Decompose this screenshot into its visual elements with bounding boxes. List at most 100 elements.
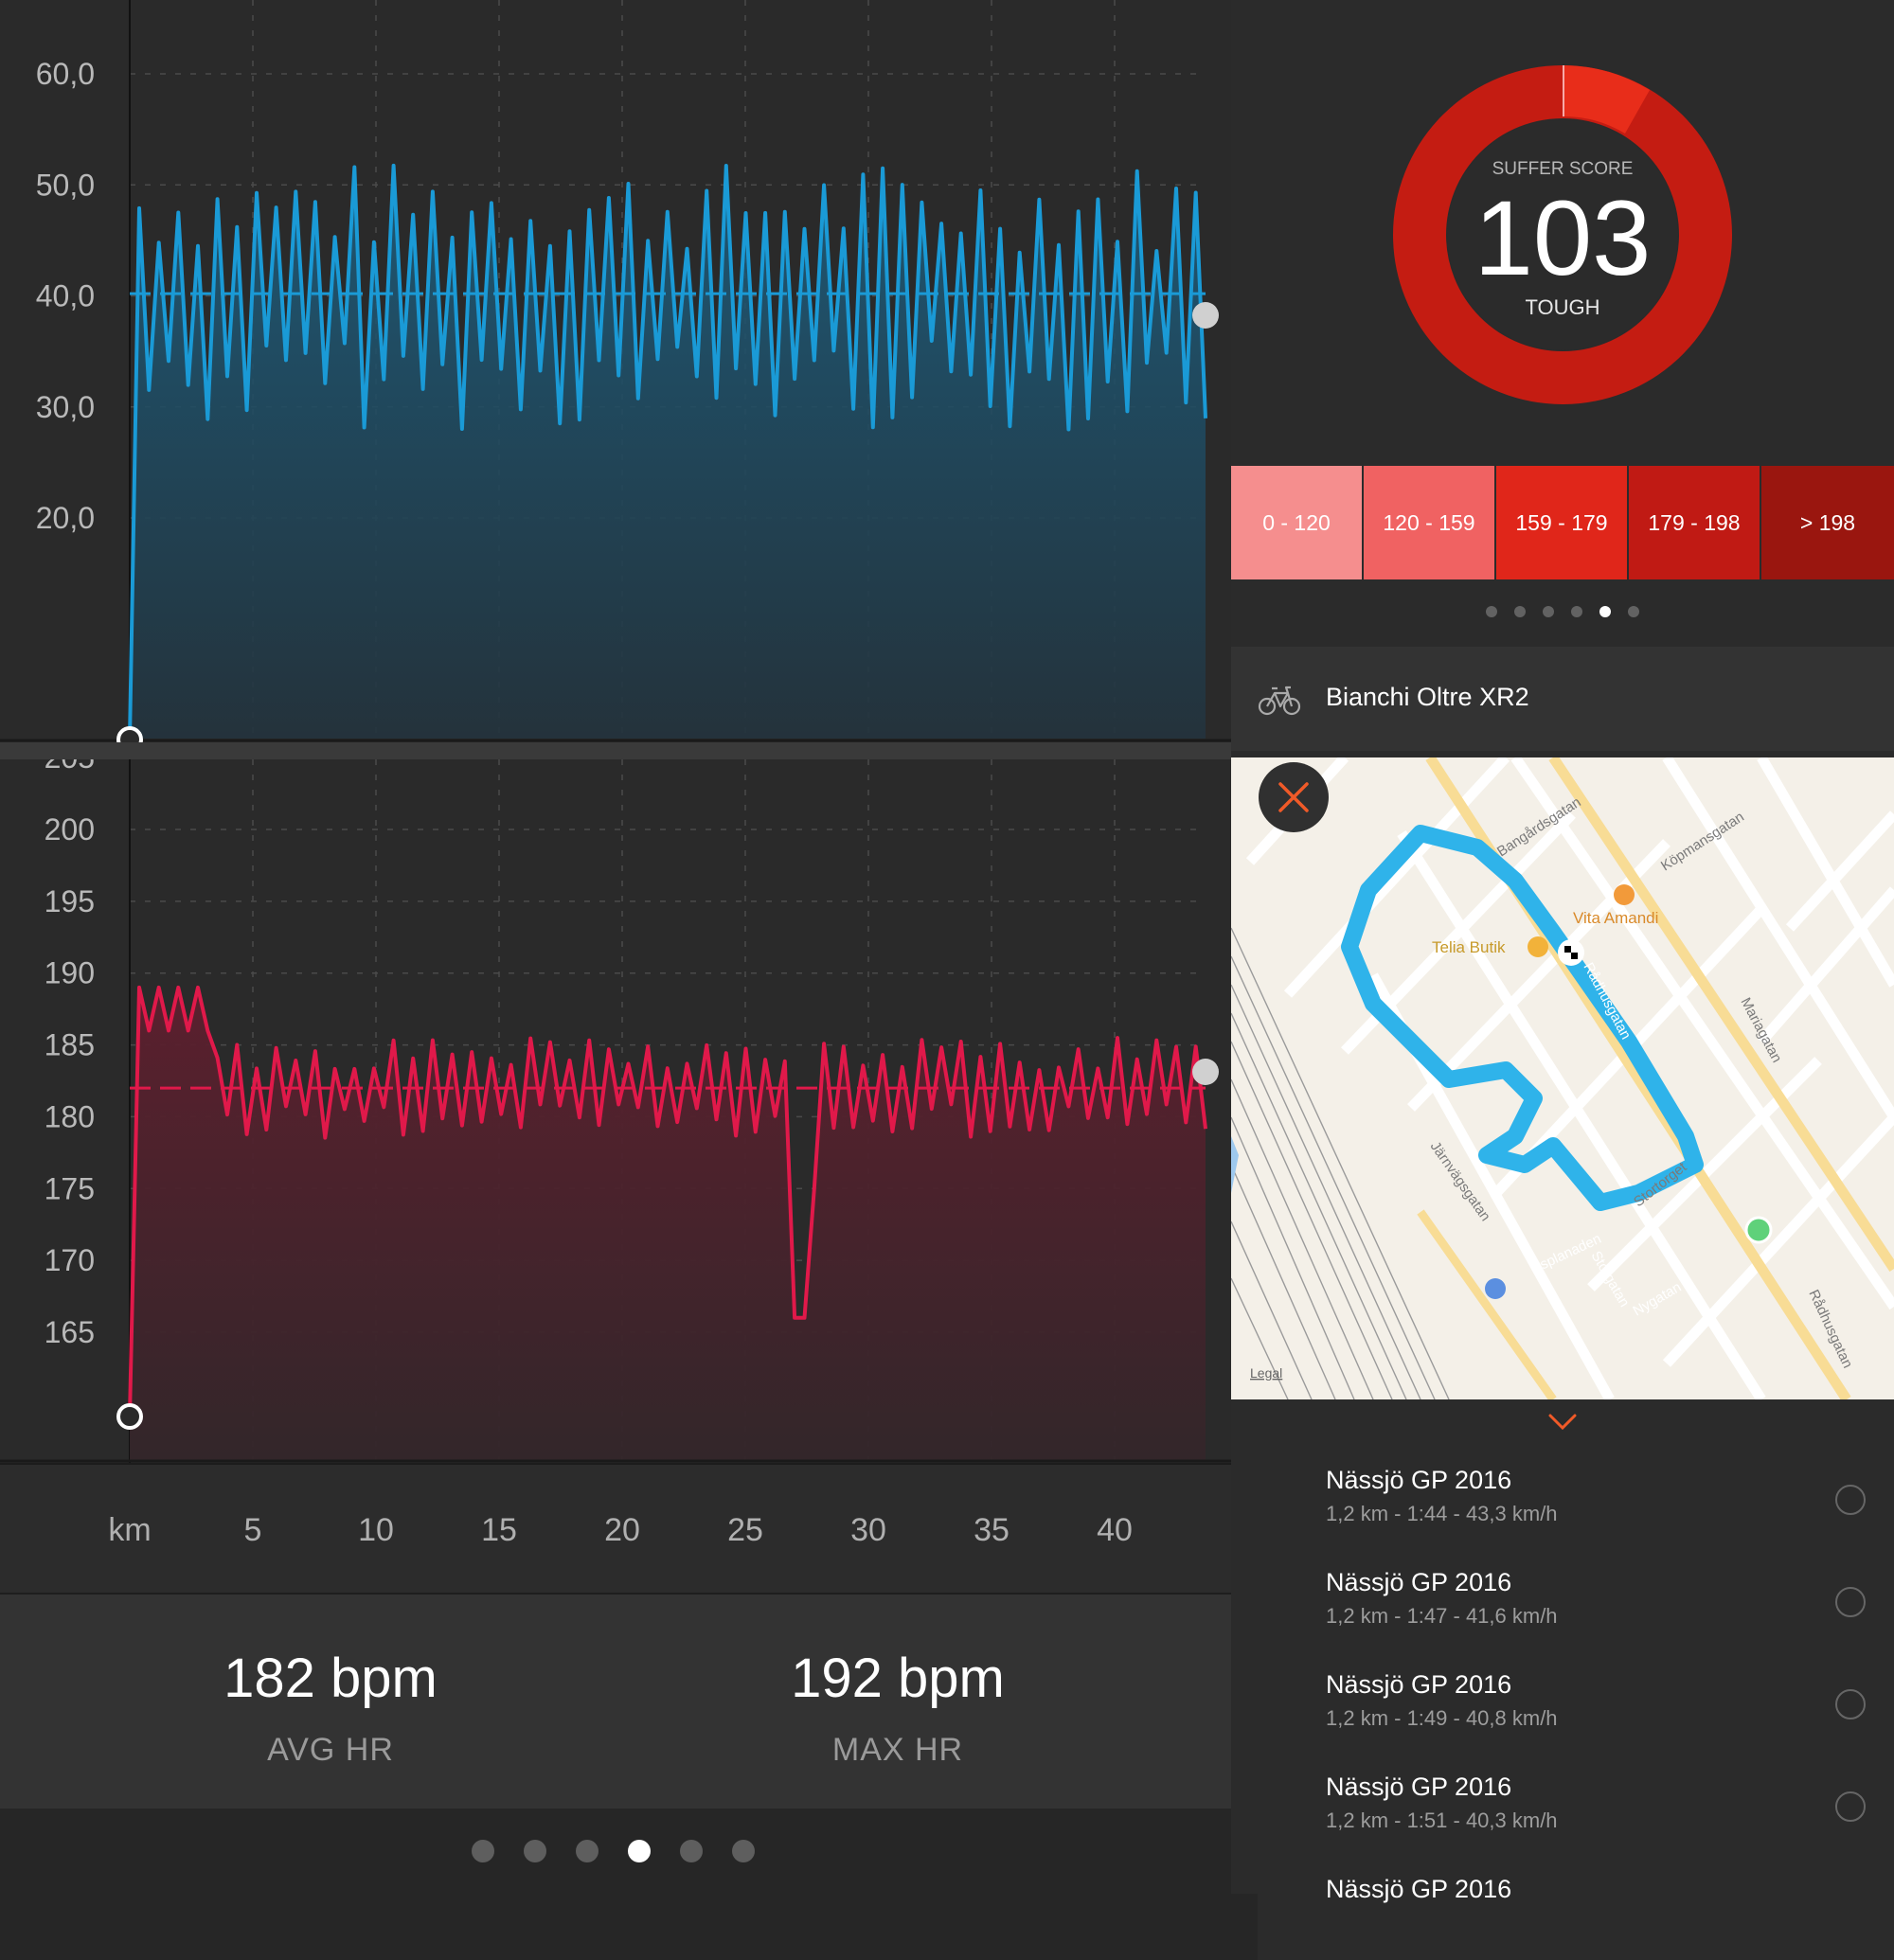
y-tick-label: 30,0 xyxy=(36,390,95,424)
suffer-score-highlight xyxy=(1563,65,1650,134)
page-dot[interactable] xyxy=(1486,606,1497,617)
y-tick-label: 200 xyxy=(45,812,95,846)
y-tick-label: 180 xyxy=(45,1099,95,1133)
route-map[interactable]: Bangårdsgatan Köpmansgatan Vita Amandi T… xyxy=(1231,757,1894,1399)
speed-start-handle[interactable] xyxy=(116,726,143,742)
route-finish-marker xyxy=(1558,939,1584,966)
segment-stats: 1,2 km - 1:47 - 41,6 km/h xyxy=(1326,1604,1558,1628)
page-dot[interactable] xyxy=(628,1840,651,1862)
suffer-score-label: SUFFER SCORE xyxy=(1492,159,1634,179)
y-tick-label: 50,0 xyxy=(36,168,95,202)
segment-select-radio[interactable] xyxy=(1835,1689,1866,1719)
axis-tick: 40 xyxy=(1097,1512,1133,1548)
y-tick-label: 190 xyxy=(45,956,95,990)
axis-tick: 30 xyxy=(850,1512,886,1548)
page-dot[interactable] xyxy=(524,1840,546,1862)
heart-rate-area xyxy=(130,987,1206,1460)
restaurant-icon xyxy=(1614,884,1635,905)
chevron-down-icon[interactable] xyxy=(1547,1413,1578,1432)
segment-row[interactable]: Nässjö GP 2016 1,2 km - 1:44 - 43,3 km/h xyxy=(1258,1449,1894,1553)
distance-axis: km 5 10 15 20 25 30 35 40 xyxy=(0,1463,1231,1595)
speed-line xyxy=(128,163,1207,740)
left-panel: 60,0 50,0 40,0 30,0 20,0 205 200 195 190 185 180 1… xyxy=(0,0,1231,1894)
speed-end-handle[interactable] xyxy=(1192,302,1219,329)
page-dot[interactable] xyxy=(576,1840,599,1862)
segment-title: Nässjö GP 2016 xyxy=(1326,1875,1512,1903)
page-dot[interactable] xyxy=(1599,606,1611,617)
legal-link[interactable]: Legal xyxy=(1250,1365,1282,1381)
shop-icon xyxy=(1528,936,1548,957)
right-page-indicator[interactable] xyxy=(1486,606,1639,617)
speed-area xyxy=(130,165,1206,739)
left-pager-bar xyxy=(0,1809,1231,1894)
street-label: Nygatan xyxy=(1631,1279,1685,1320)
segment-title: Nässjö GP 2016 xyxy=(1326,1568,1512,1596)
zone-box[interactable]: 179 - 198 xyxy=(1629,466,1760,579)
segment-row[interactable]: Nässjö GP 2016 1,2 km - 1:47 - 41,6 km/h xyxy=(1258,1551,1894,1655)
axis-unit-label: km xyxy=(108,1512,152,1548)
segment-row[interactable]: Nässjö GP 2016 xyxy=(1258,1858,1894,1960)
street-label: Rådhusgatan xyxy=(1805,1288,1855,1371)
page-dot[interactable] xyxy=(732,1840,755,1862)
axis-tick: 10 xyxy=(358,1512,394,1548)
route-start-marker xyxy=(1744,1216,1773,1244)
heart-rate-start-handle[interactable] xyxy=(116,1403,143,1430)
chart-divider xyxy=(0,742,1231,759)
axis-tick: 35 xyxy=(974,1512,1010,1548)
heart-rate-stats: 182 bpm AVG HR 192 bpm MAX HR xyxy=(0,1593,1231,1810)
page-dot[interactable] xyxy=(1543,606,1554,617)
y-tick-label: 205 xyxy=(45,759,95,775)
max-hr-label: MAX HR xyxy=(831,1732,964,1768)
segment-row[interactable]: Nässjö GP 2016 1,2 km - 1:51 - 40,3 km/h xyxy=(1258,1755,1894,1860)
segment-select-radio[interactable] xyxy=(1835,1485,1866,1515)
segment-title: Nässjö GP 2016 xyxy=(1326,1466,1512,1494)
y-tick-label: 165 xyxy=(45,1315,95,1349)
y-tick-label: 175 xyxy=(45,1171,95,1205)
route-path xyxy=(1341,825,1704,1211)
y-tick-label: 185 xyxy=(45,1028,95,1062)
suffer-score-widget: SUFFER SCORE 103 TOUGH xyxy=(1393,65,1732,404)
y-tick-label: 195 xyxy=(45,884,95,918)
page-dot[interactable] xyxy=(472,1840,494,1862)
heart-rate-chart: 205 200 195 190 185 180 175 170 165 xyxy=(0,759,1231,1463)
axis-tick: 15 xyxy=(481,1512,517,1548)
y-tick-label: 20,0 xyxy=(36,501,95,535)
place-label: Telia Butik xyxy=(1432,938,1506,956)
y-tick-label: 170 xyxy=(45,1243,95,1277)
left-page-indicator[interactable] xyxy=(472,1840,755,1862)
page-dot[interactable] xyxy=(1514,606,1526,617)
segment-title: Nässjö GP 2016 xyxy=(1326,1773,1512,1801)
axis-tick: 25 xyxy=(727,1512,763,1548)
avg-hr-label: AVG HR xyxy=(267,1732,394,1768)
page-dot[interactable] xyxy=(680,1840,703,1862)
speed-chart: 60,0 50,0 40,0 30,0 20,0 xyxy=(0,0,1231,742)
transit-icon xyxy=(1485,1278,1506,1299)
y-tick-label: 40,0 xyxy=(36,279,95,313)
max-hr-value: 192 bpm xyxy=(791,1648,1005,1709)
bicycle-icon xyxy=(1258,686,1301,716)
close-icon xyxy=(1278,782,1309,812)
zone-box[interactable]: 159 - 179 xyxy=(1496,466,1627,579)
bike-row[interactable]: Bianchi Oltre XR2 xyxy=(1231,647,1894,751)
close-map-button[interactable] xyxy=(1259,762,1329,832)
place-label: Vita Amandi xyxy=(1573,909,1658,927)
zone-box[interactable]: 0 - 120 xyxy=(1231,466,1362,579)
bike-name: Bianchi Oltre XR2 xyxy=(1326,683,1529,711)
y-tick-label: 60,0 xyxy=(36,57,95,91)
segment-row[interactable]: Nässjö GP 2016 1,2 km - 1:49 - 40,8 km/h xyxy=(1258,1653,1894,1757)
segment-select-radio[interactable] xyxy=(1835,1587,1866,1617)
avg-hr-value: 182 bpm xyxy=(223,1648,438,1709)
segment-stats: 1,2 km - 1:51 - 40,3 km/h xyxy=(1326,1809,1558,1832)
zone-box[interactable]: 120 - 159 xyxy=(1364,466,1494,579)
page-dot[interactable] xyxy=(1571,606,1582,617)
heart-rate-end-handle[interactable] xyxy=(1192,1059,1219,1085)
segment-stats: 1,2 km - 1:44 - 43,3 km/h xyxy=(1326,1502,1558,1525)
page-dot[interactable] xyxy=(1628,606,1639,617)
suffer-score-value: 103 xyxy=(1474,179,1652,297)
heart-rate-line xyxy=(128,985,1207,1417)
axis-tick: 5 xyxy=(243,1512,262,1548)
segment-select-radio[interactable] xyxy=(1835,1791,1866,1822)
segment-title: Nässjö GP 2016 xyxy=(1326,1670,1512,1699)
segment-stats: 1,2 km - 1:49 - 40,8 km/h xyxy=(1326,1706,1558,1730)
zone-box[interactable]: > 198 xyxy=(1761,466,1894,579)
